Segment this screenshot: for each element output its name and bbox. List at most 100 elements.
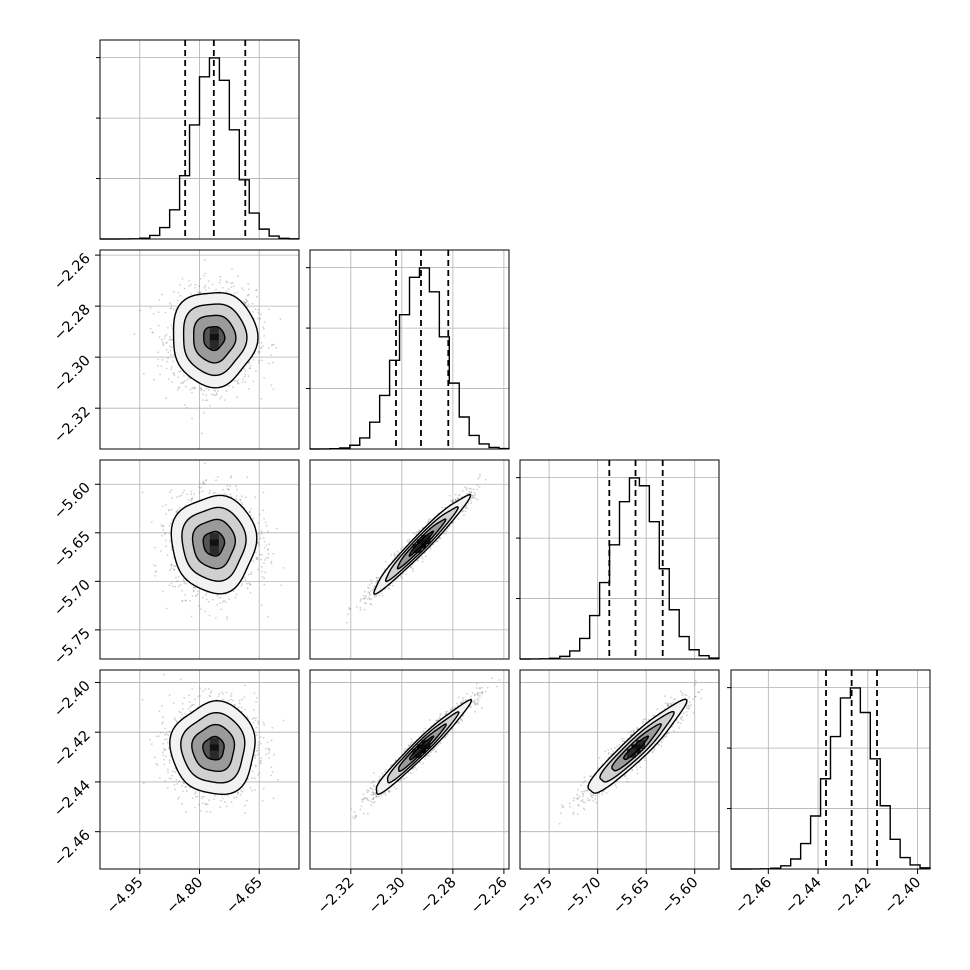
sample-point	[169, 491, 172, 494]
sample-point	[226, 484, 229, 487]
sample-point	[246, 305, 249, 308]
sample-point	[189, 388, 192, 391]
sample-point	[193, 386, 196, 389]
sample-point	[255, 289, 257, 292]
sample-point	[211, 283, 214, 286]
sample-point	[271, 344, 273, 347]
sample-point	[219, 275, 222, 278]
sample-point	[216, 393, 218, 396]
sample-point	[214, 617, 217, 619]
sample-point	[177, 291, 180, 294]
sample-point	[169, 540, 171, 543]
sample-point	[262, 345, 265, 347]
sample-point	[248, 582, 251, 585]
sample-point	[270, 560, 273, 563]
sample-point	[192, 589, 195, 592]
sample-point	[216, 476, 219, 478]
sample-point	[168, 339, 171, 341]
sample-point	[191, 595, 194, 597]
sample-point	[171, 585, 174, 588]
sample-point	[252, 517, 255, 520]
sample-point	[474, 493, 477, 496]
sample-point	[172, 372, 175, 374]
panel-frame	[730, 669, 931, 870]
sample-point	[223, 492, 226, 495]
sample-point	[384, 560, 387, 563]
scatter-panel	[309, 459, 510, 660]
histogram-panel	[727, 669, 931, 870]
sample-point	[204, 479, 207, 482]
sample-point	[212, 393, 215, 396]
sample-point	[218, 281, 221, 284]
sample-point	[154, 546, 156, 549]
sample-point	[160, 365, 163, 367]
sample-point	[259, 317, 262, 319]
sample-point	[184, 385, 187, 388]
sample-point	[141, 491, 144, 494]
sample-point	[204, 594, 207, 597]
sample-point	[250, 508, 253, 511]
sample-point	[261, 359, 263, 362]
sample-point	[198, 486, 200, 489]
sample-point	[171, 381, 173, 383]
sample-point	[151, 331, 154, 334]
sample-point	[165, 503, 168, 506]
panel-frame	[519, 459, 720, 660]
sample-point	[272, 552, 274, 555]
sample-point	[165, 349, 168, 351]
sample-point	[370, 579, 372, 582]
sample-point	[181, 278, 184, 280]
sample-point	[191, 497, 194, 500]
sample-point	[235, 495, 238, 497]
sample-point	[244, 302, 246, 305]
sample-point	[263, 334, 266, 337]
sample-point	[463, 514, 465, 516]
sample-point	[170, 567, 173, 570]
sample-point	[436, 540, 439, 543]
sample-point	[173, 565, 176, 567]
sample-point	[260, 604, 263, 607]
sample-point	[199, 291, 202, 294]
sample-point	[268, 347, 270, 349]
sample-point	[165, 607, 168, 610]
sample-point	[236, 488, 238, 491]
sample-point	[270, 562, 273, 565]
sample-point	[161, 358, 164, 361]
sample-point	[160, 524, 163, 527]
sample-point	[199, 277, 202, 280]
sample-point	[260, 565, 263, 568]
sample-point	[234, 596, 237, 599]
sample-point	[154, 565, 157, 567]
sample-point	[158, 299, 161, 301]
sample-point	[247, 303, 250, 305]
sample-point	[202, 393, 204, 396]
sample-point	[462, 490, 464, 492]
sample-point	[168, 569, 171, 572]
sample-point	[429, 548, 432, 551]
sample-point	[270, 354, 272, 357]
sample-point	[218, 597, 220, 599]
panel-frame	[309, 249, 510, 450]
sample-point	[476, 484, 479, 486]
sample-point	[183, 582, 186, 584]
sample-point	[157, 311, 160, 314]
sample-point	[157, 324, 160, 327]
sample-point	[246, 587, 249, 590]
sample-point	[208, 614, 211, 617]
sample-point	[237, 379, 240, 382]
sample-point	[255, 370, 257, 372]
sample-point	[172, 372, 175, 375]
sample-point	[167, 351, 170, 354]
sample-point	[468, 490, 470, 493]
sample-point	[427, 518, 430, 521]
sample-point	[415, 531, 418, 534]
sample-point	[203, 286, 206, 289]
sample-point	[241, 583, 244, 585]
sample-point	[200, 388, 203, 391]
sample-point	[167, 378, 170, 380]
sample-point	[172, 360, 174, 363]
sample-point	[474, 497, 477, 499]
sample-point	[240, 501, 243, 504]
sample-point	[243, 367, 246, 370]
sample-point	[184, 404, 186, 406]
